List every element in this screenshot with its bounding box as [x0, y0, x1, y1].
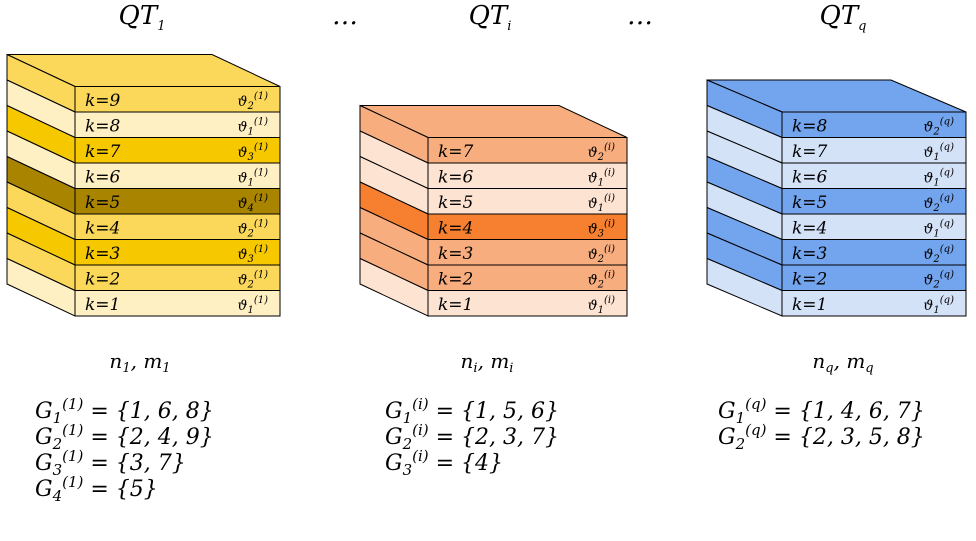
stack-i-nm-label: ni, mi	[461, 349, 514, 376]
stack-q-nm-label: nq, mq	[812, 349, 873, 376]
layer-k-label: k=4	[85, 219, 120, 239]
stack-1-group-line: G3(1) = {3, 7}	[35, 447, 186, 479]
layer-k-label: k=5	[438, 193, 473, 213]
stack-1-layer-row	[74, 188, 281, 215]
layer-k-label: k=3	[85, 244, 120, 264]
layer-k-label: k=7	[85, 142, 121, 162]
layer-k-label: k=2	[85, 270, 120, 290]
stack-q-title: QTq	[820, 1, 867, 34]
stack-i-block: k=7 ϑ2(i) k=6 ϑ1(i) k=5 ϑ1(i) k=4 ϑ3(i) k=3 ϑ2(i)…	[359, 1, 628, 479]
layer-k-label: k=4	[438, 219, 473, 239]
stack-1-group-line: G1(1) = {1, 6, 8}	[35, 395, 214, 427]
stack-1-nm-label: n1, m1	[109, 349, 170, 376]
stack-q-layer-row	[781, 111, 967, 138]
layer-k-label: k=4	[792, 219, 827, 239]
stack-i-layer-row	[427, 239, 628, 266]
layer-theta-label: ϑ2(i)	[588, 142, 615, 163]
layer-k-label: k=5	[85, 193, 120, 213]
layer-theta-label: ϑ1(q)	[923, 219, 954, 240]
layer-theta-label: ϑ2(q)	[923, 270, 954, 291]
stack-1-layer-row	[74, 137, 281, 164]
ellipsis-left: …	[332, 1, 358, 31]
layer-k-label: k=8	[792, 117, 828, 137]
layer-theta-label: ϑ3(1)	[237, 142, 268, 163]
stack-1-block: k=9 ϑ2(1) k=8 ϑ1(1) k=7 ϑ3(1) k=6 ϑ1(1) k=5 ϑ4(1)…	[6, 1, 281, 505]
layer-theta-label: ϑ4(1)	[237, 193, 268, 214]
stack-i-group-line: G1(i) = {1, 5, 6}	[385, 395, 559, 427]
layer-k-label: k=6	[438, 168, 474, 188]
stack-q-layer-row	[781, 239, 967, 266]
stack-1-layer-row	[74, 111, 281, 138]
layer-theta-label: ϑ2(1)	[237, 270, 268, 291]
layer-theta-label: ϑ1(1)	[237, 295, 268, 316]
stack-i-layer-row	[427, 162, 628, 189]
layer-k-label: k=3	[438, 244, 473, 264]
stack-q-layer-row	[781, 188, 967, 215]
layer-k-label: k=7	[438, 142, 474, 162]
layer-theta-label: ϑ1(i)	[588, 295, 615, 316]
stack-1-layer-row	[74, 239, 281, 266]
layer-theta-label: ϑ1(i)	[588, 193, 615, 214]
layer-k-label: k=6	[792, 168, 828, 188]
layer-theta-label: ϑ2(q)	[923, 117, 954, 138]
stack-1-group-line: G4(1) = {5}	[35, 473, 158, 505]
stack-q-group-line: G2(q) = {2, 3, 5, 8}	[718, 421, 925, 453]
layer-theta-label: ϑ3(i)	[588, 219, 615, 240]
stack-i-group-line: G2(i) = {2, 3, 7}	[385, 421, 559, 453]
stack-q-layer-row	[781, 213, 967, 240]
stack-i-layer-row	[427, 213, 628, 240]
layer-theta-label: ϑ1(q)	[923, 168, 954, 189]
stack-q-group-line: G1(q) = {1, 4, 6, 7}	[718, 395, 925, 427]
layer-k-label: k=1	[85, 295, 120, 315]
layer-theta-label: ϑ2(1)	[237, 219, 268, 240]
stack-1-layer-row	[74, 213, 281, 240]
ellipsis-right: …	[627, 1, 653, 31]
layer-k-label: k=3	[792, 244, 827, 264]
stack-i-layer-row	[427, 137, 628, 164]
layer-theta-label: ϑ2(1)	[237, 91, 268, 112]
stack-q-layer-row	[781, 290, 967, 317]
layer-theta-label: ϑ1(1)	[237, 117, 268, 138]
layer-k-label: k=6	[85, 168, 121, 188]
stack-1-title: QT1	[119, 1, 166, 34]
stack-q-block: k=8 ϑ2(q) k=7 ϑ1(q) k=6 ϑ1(q) k=5 ϑ2(q) k=4 ϑ1(q)…	[706, 1, 967, 453]
layer-theta-label: ϑ3(1)	[237, 244, 268, 265]
layer-k-label: k=7	[792, 142, 828, 162]
layer-k-label: k=2	[792, 270, 827, 290]
layer-k-label: k=5	[792, 193, 827, 213]
stack-1-layer-row	[74, 86, 281, 113]
layer-theta-label: ϑ2(i)	[588, 270, 615, 291]
layer-theta-label: ϑ1(i)	[588, 168, 615, 189]
layer-k-label: k=9	[85, 91, 121, 111]
stack-i-layer-row	[427, 188, 628, 215]
layer-theta-label: ϑ2(q)	[923, 244, 954, 265]
stack-1-layer-row	[74, 162, 281, 189]
stack-i-group-line: G3(i) = {4}	[385, 447, 503, 479]
stack-q-layer-row	[781, 137, 967, 164]
layer-k-label: k=2	[438, 270, 473, 290]
layer-theta-label: ϑ2(i)	[588, 244, 615, 265]
layer-theta-label: ϑ1(q)	[923, 295, 954, 316]
layer-theta-label: ϑ1(q)	[923, 142, 954, 163]
stack-1-layer-row	[74, 290, 281, 317]
stack-i-title: QTi	[469, 1, 512, 34]
layer-theta-label: ϑ1(1)	[237, 168, 268, 189]
layer-theta-label: ϑ2(q)	[923, 193, 954, 214]
stack-i-layer-row	[427, 290, 628, 317]
layer-k-label: k=8	[85, 117, 121, 137]
layer-k-label: k=1	[438, 295, 473, 315]
layer-k-label: k=1	[792, 295, 827, 315]
stack-1-group-line: G2(1) = {2, 4, 9}	[35, 421, 214, 453]
stack-q-layer-row	[781, 162, 967, 189]
